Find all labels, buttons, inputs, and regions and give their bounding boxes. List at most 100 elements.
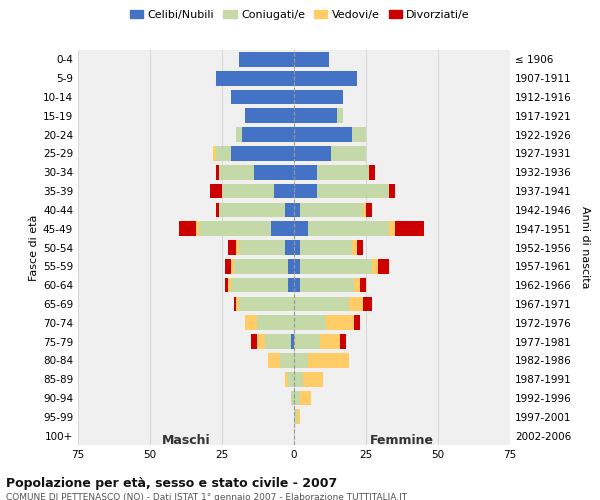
Bar <box>236 128 242 142</box>
Bar <box>271 222 294 236</box>
Bar <box>294 52 329 66</box>
Bar <box>225 278 228 292</box>
Bar <box>294 372 302 386</box>
Bar <box>360 278 366 292</box>
Bar <box>300 390 311 406</box>
Bar <box>228 240 236 255</box>
Bar <box>268 353 280 368</box>
Bar <box>251 334 257 349</box>
Bar <box>230 259 233 274</box>
Bar <box>216 71 294 86</box>
Bar <box>294 259 300 274</box>
Y-axis label: Anni di nascita: Anni di nascita <box>580 206 590 289</box>
Bar <box>294 390 300 406</box>
Bar <box>366 202 372 217</box>
Bar <box>294 334 320 349</box>
Bar <box>291 334 294 349</box>
Bar <box>219 202 286 217</box>
Bar <box>317 165 369 180</box>
Bar <box>294 316 326 330</box>
Bar <box>254 165 294 180</box>
Bar <box>340 334 346 349</box>
Bar <box>294 146 331 161</box>
Text: Maschi: Maschi <box>161 434 211 447</box>
Bar <box>294 202 300 217</box>
Bar <box>294 278 300 292</box>
Bar <box>288 372 294 386</box>
Legend: Celibi/Nubili, Coniugati/e, Vedovi/e, Divorziati/e: Celibi/Nubili, Coniugati/e, Vedovi/e, Di… <box>125 6 475 25</box>
Bar <box>294 296 349 312</box>
Bar <box>228 278 230 292</box>
Bar <box>317 184 389 198</box>
Bar <box>389 184 395 198</box>
Bar <box>286 372 288 386</box>
Bar <box>320 334 340 349</box>
Bar <box>257 334 265 349</box>
Bar <box>230 278 288 292</box>
Bar <box>389 222 395 236</box>
Bar <box>352 240 358 255</box>
Bar <box>242 128 294 142</box>
Bar <box>363 296 372 312</box>
Bar <box>214 146 216 161</box>
Bar <box>216 165 219 180</box>
Y-axis label: Fasce di età: Fasce di età <box>29 214 39 280</box>
Bar <box>216 202 219 217</box>
Bar <box>377 259 389 274</box>
Bar <box>216 146 230 161</box>
Bar <box>297 410 300 424</box>
Bar <box>294 108 337 123</box>
Bar <box>239 296 294 312</box>
Bar <box>294 240 300 255</box>
Bar <box>352 128 366 142</box>
Bar <box>355 316 360 330</box>
Bar <box>219 165 254 180</box>
Bar <box>230 146 294 161</box>
Bar <box>300 278 355 292</box>
Bar <box>355 278 360 292</box>
Bar <box>294 410 297 424</box>
Bar <box>233 296 236 312</box>
Bar <box>294 222 308 236</box>
Bar <box>337 108 343 123</box>
Bar <box>179 222 196 236</box>
Bar <box>286 240 294 255</box>
Bar <box>326 316 355 330</box>
Bar <box>222 184 274 198</box>
Bar <box>369 165 374 180</box>
Bar <box>308 353 349 368</box>
Bar <box>291 390 294 406</box>
Bar <box>245 316 257 330</box>
Bar <box>294 353 308 368</box>
Bar <box>300 202 363 217</box>
Bar <box>300 259 372 274</box>
Bar <box>280 353 294 368</box>
Bar <box>233 259 288 274</box>
Bar <box>265 334 291 349</box>
Bar <box>294 71 358 86</box>
Bar <box>196 222 199 236</box>
Bar <box>230 90 294 104</box>
Bar <box>358 240 363 255</box>
Bar <box>300 240 352 255</box>
Bar <box>236 296 239 312</box>
Bar <box>239 52 294 66</box>
Bar <box>349 296 363 312</box>
Bar <box>294 128 352 142</box>
Bar <box>294 90 343 104</box>
Bar <box>395 222 424 236</box>
Text: Femmine: Femmine <box>370 434 434 447</box>
Bar <box>257 316 294 330</box>
Bar <box>294 184 317 198</box>
Bar <box>331 146 366 161</box>
Bar <box>239 240 286 255</box>
Bar <box>288 278 294 292</box>
Bar <box>286 202 294 217</box>
Bar <box>363 202 366 217</box>
Bar <box>274 184 294 198</box>
Bar <box>211 184 222 198</box>
Text: Popolazione per età, sesso e stato civile - 2007: Popolazione per età, sesso e stato civil… <box>6 478 337 490</box>
Bar <box>236 240 239 255</box>
Bar <box>302 372 323 386</box>
Text: COMUNE DI PETTENASCO (NO) - Dati ISTAT 1° gennaio 2007 - Elaborazione TUTTITALIA: COMUNE DI PETTENASCO (NO) - Dati ISTAT 1… <box>6 492 407 500</box>
